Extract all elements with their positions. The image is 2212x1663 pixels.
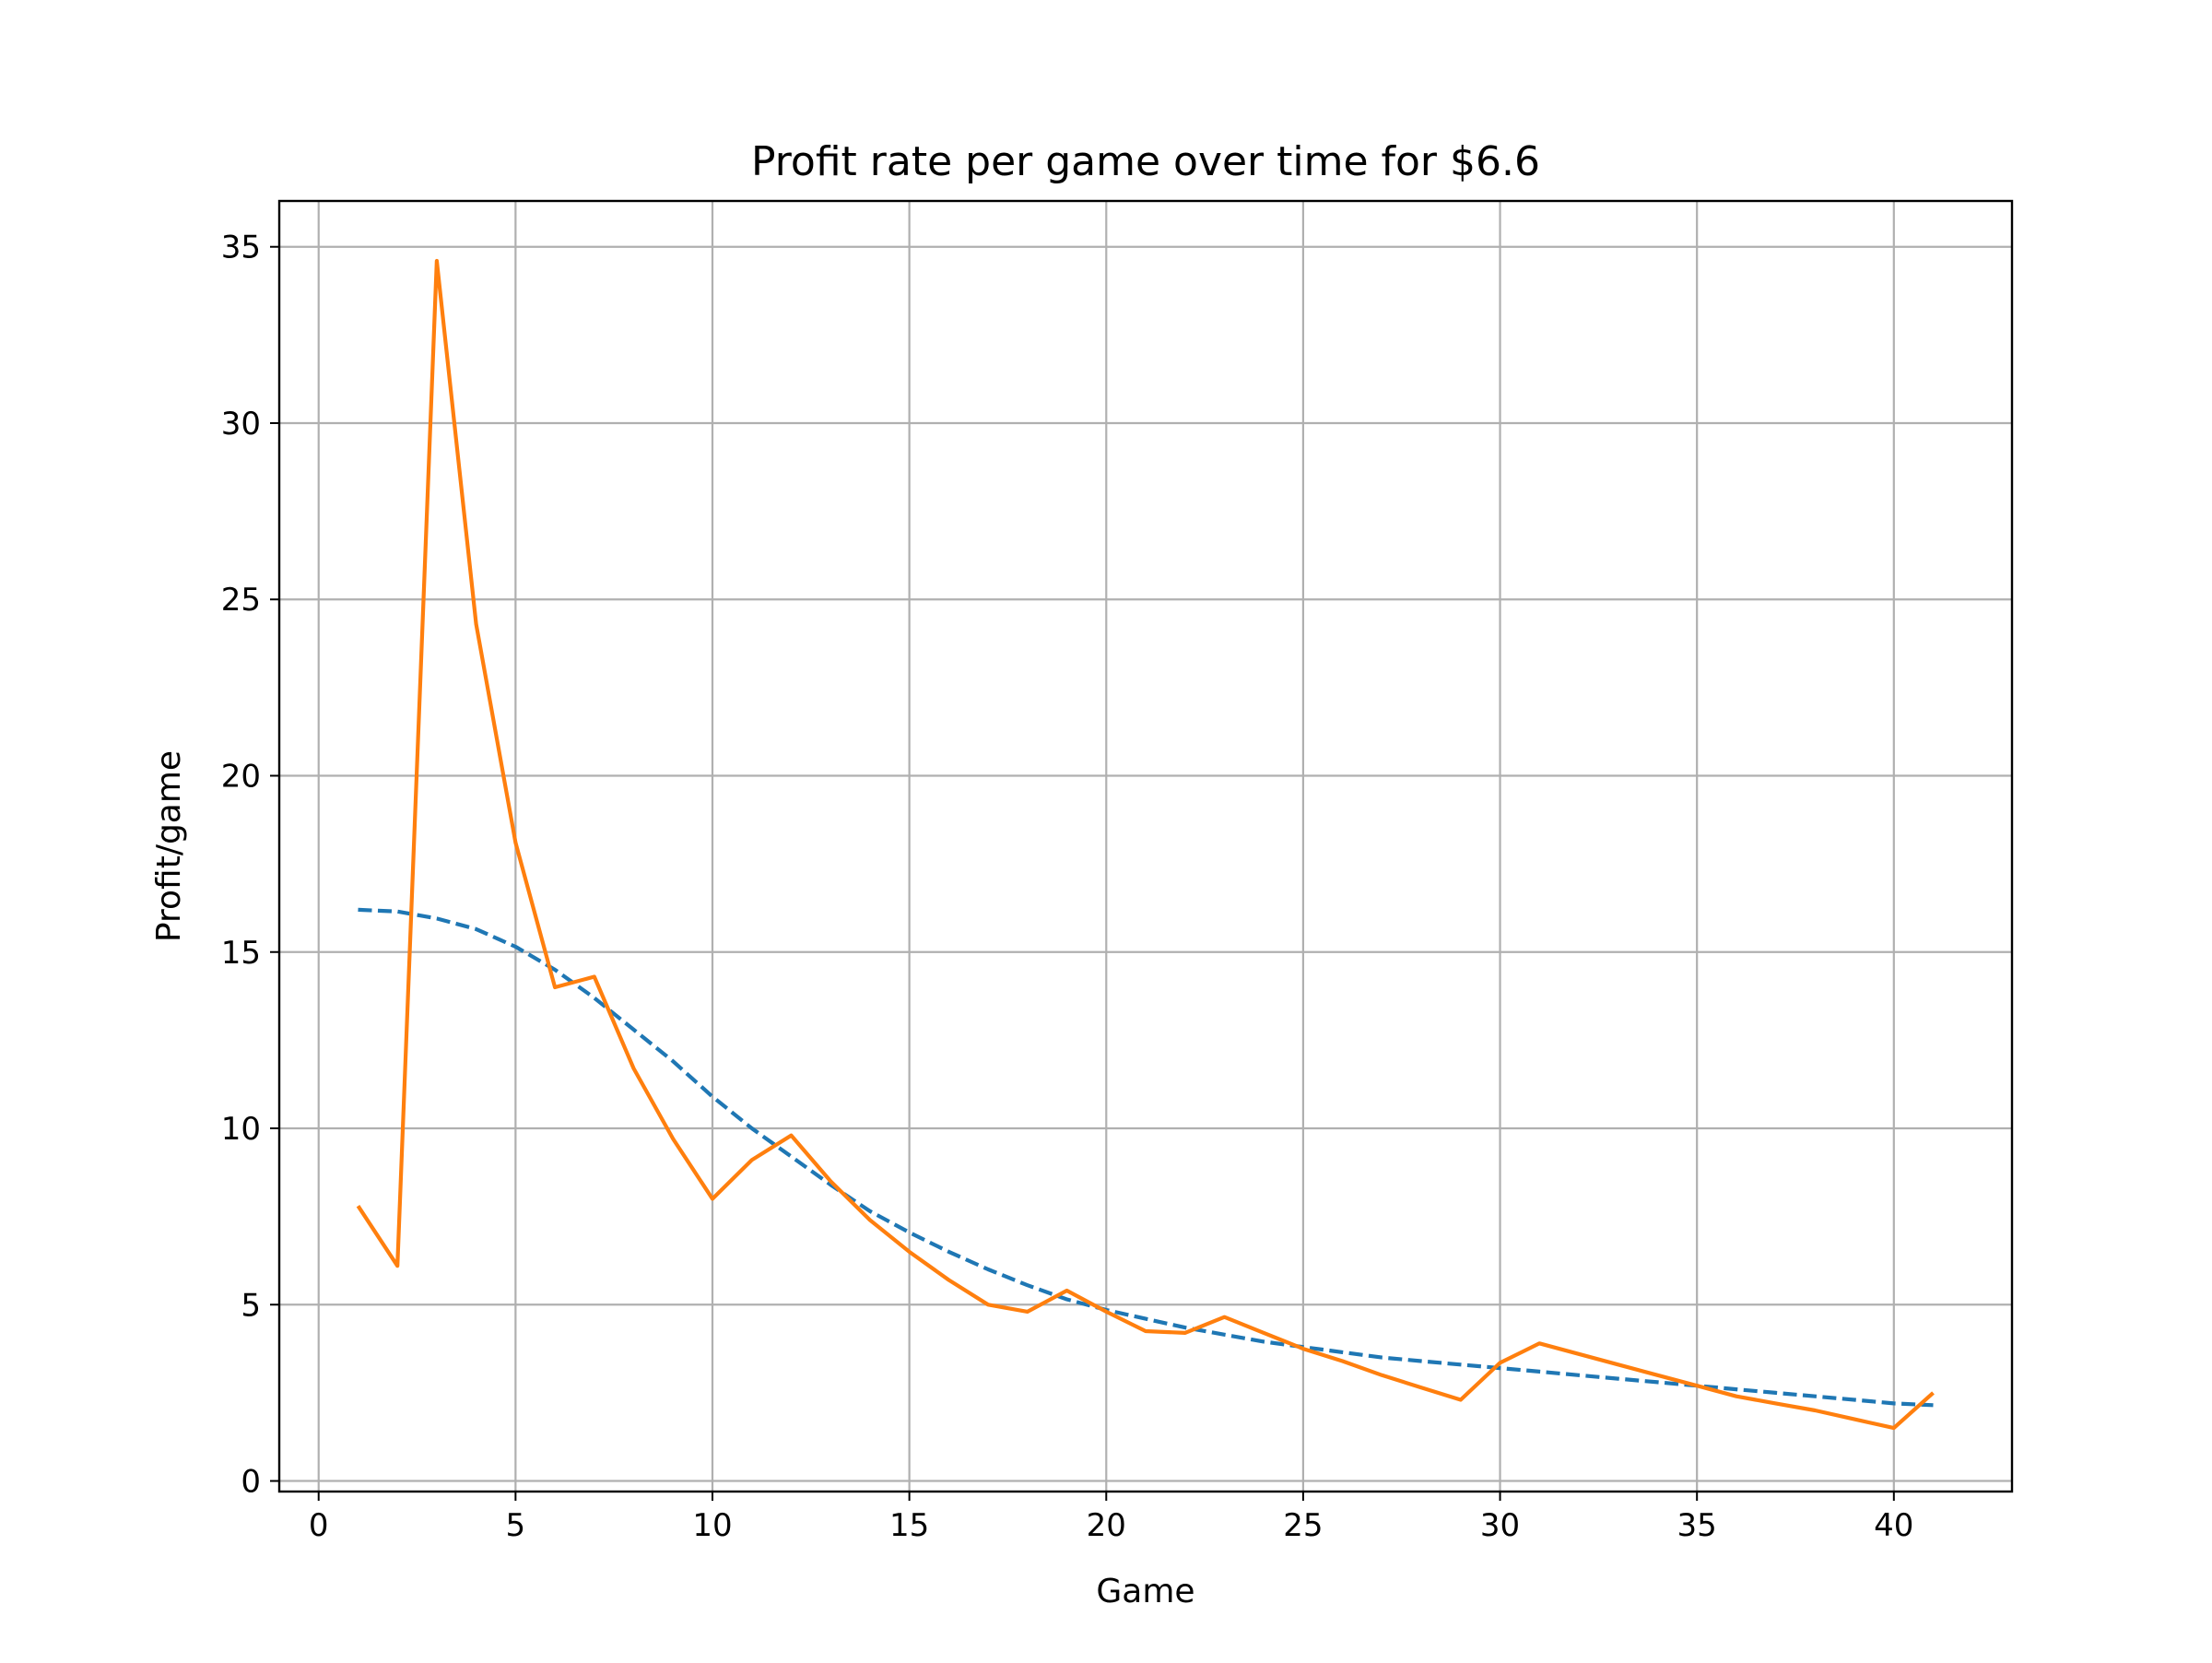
y-tick-label: 25 <box>221 582 261 619</box>
y-tick-label: 35 <box>221 230 261 266</box>
x-tick-label: 10 <box>692 1507 732 1544</box>
grid-lines <box>279 201 2012 1492</box>
x-tick-label: 30 <box>1480 1507 1520 1544</box>
y-tick-label: 10 <box>221 1111 261 1148</box>
x-tick-label: 15 <box>889 1507 929 1544</box>
axis-ticks: 0 5 10 15 20 25 30 35 40 0 5 10 15 20 25 30 35 <box>221 230 1914 1544</box>
y-tick-label: 20 <box>221 758 261 795</box>
y-tick-label: 15 <box>221 935 261 972</box>
series-line-profit <box>356 258 1935 1431</box>
x-tick-label: 25 <box>1283 1507 1323 1544</box>
y-tick-label: 5 <box>241 1287 261 1324</box>
plot-frame <box>277 199 2014 1493</box>
series-lines <box>356 258 1935 1431</box>
y-axis-label: Profit/game <box>150 750 188 942</box>
series-line-trend <box>358 907 1934 1408</box>
x-axis-label: Game <box>1096 1573 1194 1610</box>
x-tick-label: 0 <box>309 1507 329 1544</box>
x-tick-label: 35 <box>1677 1507 1717 1544</box>
chart-title: Profit rate per game over time for $6.6 <box>751 138 1540 185</box>
x-tick-label: 40 <box>1874 1507 1913 1544</box>
x-tick-label: 5 <box>506 1507 526 1544</box>
y-tick-label: 30 <box>221 406 261 442</box>
x-tick-label: 20 <box>1087 1507 1126 1544</box>
y-tick-label: 0 <box>241 1464 261 1501</box>
